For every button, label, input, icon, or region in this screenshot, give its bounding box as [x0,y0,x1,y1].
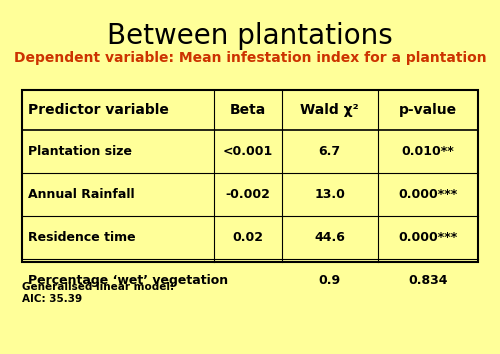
Text: 44.6: 44.6 [314,231,345,244]
Text: <0.001: <0.001 [222,145,273,158]
Text: Generalised linear model:
AIC: 35.39: Generalised linear model: AIC: 35.39 [22,282,174,304]
Text: 6.7: 6.7 [318,145,341,158]
Text: Between plantations: Between plantations [107,22,393,50]
Text: Residence time: Residence time [28,231,136,244]
Text: Wald χ²: Wald χ² [300,103,359,117]
Text: 0.010**: 0.010** [402,145,454,158]
Text: 13.0: 13.0 [314,188,345,201]
Text: Dependent variable: Mean infestation index for a plantation: Dependent variable: Mean infestation ind… [14,51,486,65]
Text: 0.000***: 0.000*** [398,231,458,244]
Text: 0.9: 0.9 [318,274,341,287]
Text: 0.000***: 0.000*** [398,188,458,201]
Text: Percentage ‘wet’ vegetation: Percentage ‘wet’ vegetation [28,274,228,287]
Text: p-value: p-value [399,103,457,117]
Text: -0.002: -0.002 [226,188,270,201]
Text: 0.02: 0.02 [232,231,263,244]
Bar [22,90,478,262]
Text: Beta: Beta [230,103,266,117]
Text: 0.834: 0.834 [408,274,448,287]
Text: Plantation size: Plantation size [28,145,132,158]
Text: Predictor variable: Predictor variable [28,103,169,117]
Text: Annual Rainfall: Annual Rainfall [28,188,134,201]
